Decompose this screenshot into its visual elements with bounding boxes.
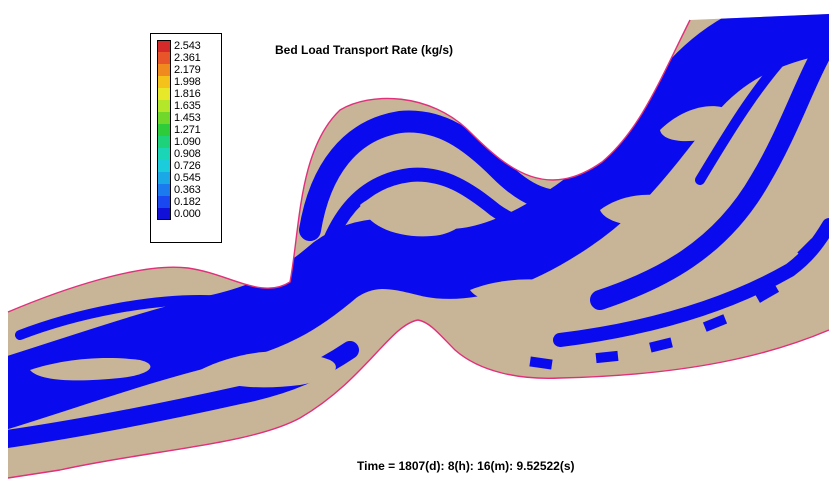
legend-entry: 2.179 — [157, 64, 201, 76]
legend-swatch — [157, 100, 171, 112]
legend-label: 1.090 — [174, 137, 201, 148]
legend-entry: 2.543 — [157, 40, 201, 52]
legend-swatch — [157, 112, 171, 124]
legend-label: 0.545 — [174, 173, 201, 184]
legend-swatch — [157, 88, 171, 100]
legend-swatch — [157, 172, 171, 184]
legend-entry: 1.635 — [157, 100, 201, 112]
legend-label: 2.179 — [174, 65, 201, 76]
plot-title: Bed Load Transport Rate (kg/s) — [275, 43, 453, 57]
legend-swatch — [157, 148, 171, 160]
legend-entry: 0.000 — [157, 208, 201, 220]
legend-label: 2.543 — [174, 41, 201, 52]
legend-label: 0.182 — [174, 197, 201, 208]
legend-label: 0.000 — [174, 209, 201, 220]
legend-label: 1.635 — [174, 101, 201, 112]
legend-entry: 0.182 — [157, 196, 201, 208]
legend-entry: 2.361 — [157, 52, 201, 64]
legend-swatch — [157, 208, 171, 220]
legend-swatch — [157, 76, 171, 88]
legend-swatch — [157, 64, 171, 76]
legend-entry: 1.271 — [157, 124, 201, 136]
legend-label: 1.453 — [174, 113, 201, 124]
legend-entry: 1.998 — [157, 76, 201, 88]
legend-swatch — [157, 184, 171, 196]
legend-entry: 0.726 — [157, 160, 201, 172]
legend-entry: 0.908 — [157, 148, 201, 160]
legend-label: 1.998 — [174, 77, 201, 88]
legend-label: 0.363 — [174, 185, 201, 196]
legend-swatch — [157, 136, 171, 148]
legend-entry: 1.090 — [157, 136, 201, 148]
legend-swatch — [157, 196, 171, 208]
color-legend: 2.543 2.361 2.179 1.998 1.816 1.635 1.453 1.271… — [150, 33, 222, 243]
legend-swatch — [157, 160, 171, 172]
legend-entry: 1.453 — [157, 112, 201, 124]
legend-label: 1.271 — [174, 125, 201, 136]
legend-swatch — [157, 52, 171, 64]
legend-label: 0.908 — [174, 149, 201, 160]
legend-entry: 0.545 — [157, 172, 201, 184]
legend-swatch — [157, 40, 171, 52]
legend-label: 1.816 — [174, 89, 201, 100]
legend-entry: 1.816 — [157, 88, 201, 100]
legend-label: 2.361 — [174, 53, 201, 64]
legend-entry: 0.363 — [157, 184, 201, 196]
legend-label: 0.726 — [174, 161, 201, 172]
simulation-timestamp: Time = 1807(d): 8(h): 16(m): 9.52522(s) — [357, 459, 575, 473]
legend-swatch — [157, 124, 171, 136]
